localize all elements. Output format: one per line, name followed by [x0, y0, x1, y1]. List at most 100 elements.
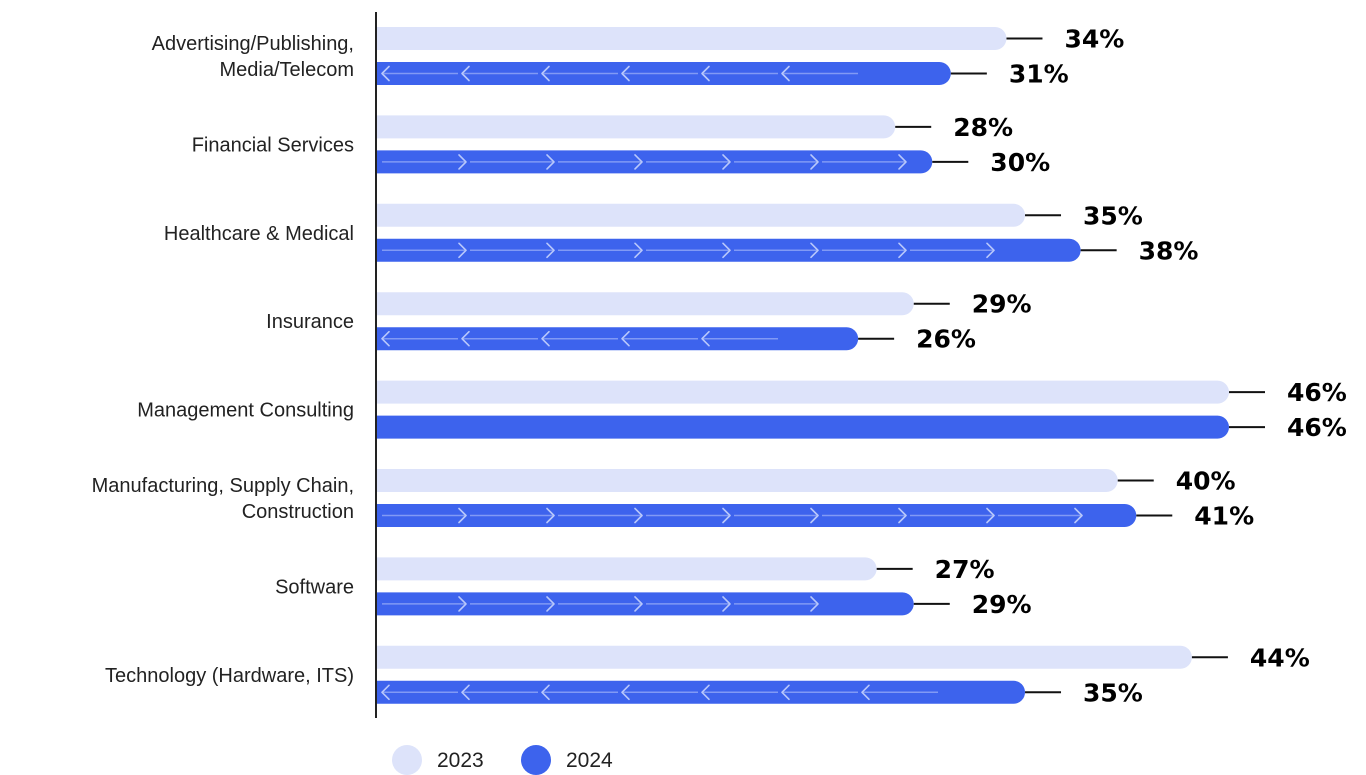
arrow-right-icon — [810, 154, 819, 170]
value-label-2024-0: 31% — [1009, 60, 1069, 89]
category-labels-layer: Advertising/Publishing, Media/Telecom Fina… — [92, 33, 354, 687]
arrow-right-icon — [634, 242, 643, 259]
legend: 2023 2024 — [392, 745, 613, 775]
arrow-left-icon — [381, 330, 390, 347]
arrow-left-icon — [381, 684, 390, 701]
arrow-left-icon — [461, 330, 470, 347]
arrow-right-icon — [458, 507, 467, 524]
value-labels-layer: 34% 31% 28% 30% 35% 38% 29% 26% 46% 46% 40% 41% 27% 2… — [916, 25, 1347, 708]
bar-2024-6 — [376, 592, 914, 616]
category-label-7: Technology (Hardware, ITS) — [105, 665, 354, 687]
arrow-right-icon — [546, 596, 555, 612]
arrow-right-icon — [458, 596, 467, 612]
category-label-0: Advertising/Publishing, Media/Telecom — [152, 33, 354, 81]
arrow-left-icon — [461, 65, 470, 82]
value-label-2024-2: 38% — [1139, 236, 1199, 265]
bars-layer — [376, 27, 1229, 704]
legend-label-2023: 2023 — [437, 749, 484, 772]
value-label-2023-1: 28% — [953, 113, 1013, 142]
category-label-1: Financial Services — [192, 134, 354, 156]
arrow-left-icon — [541, 330, 550, 347]
category-label-line: Advertising/Publishing, — [152, 33, 354, 55]
arrow-right-icon — [898, 154, 907, 170]
bar-2023-4 — [376, 380, 1229, 404]
arrow-right-icon — [458, 242, 467, 259]
category-label-line: Management Consulting — [137, 400, 354, 422]
bar-2023-6 — [376, 557, 877, 581]
bar-2023-1 — [376, 115, 896, 139]
arrow-left-icon — [541, 65, 550, 82]
bar-2024-4 — [376, 415, 1229, 439]
legend-swatch-2024 — [521, 745, 551, 775]
arrow-right-icon — [546, 242, 555, 259]
arrow-right-icon — [810, 242, 819, 259]
arrow-right-icon — [986, 507, 995, 524]
arrow-right-icon — [810, 596, 819, 612]
arrow-left-icon — [781, 65, 790, 82]
bar-2023-5 — [376, 469, 1118, 492]
category-label-line: Healthcare & Medical — [164, 223, 354, 245]
arrow-left-icon — [621, 65, 630, 82]
bar-2023-3 — [376, 292, 914, 316]
arrow-right-icon — [1074, 507, 1083, 524]
trend-arrows-layer — [381, 65, 1083, 701]
arrow-left-icon — [701, 65, 710, 82]
arrow-left-icon — [701, 684, 710, 701]
bar-2023-2 — [376, 203, 1026, 227]
value-label-2024-3: 26% — [916, 325, 976, 354]
arrow-left-icon — [861, 684, 870, 701]
leader-lines-layer — [858, 37, 1265, 694]
category-label-3: Insurance — [266, 311, 354, 333]
category-label-line: Software — [275, 576, 354, 598]
category-label-line: Manufacturing, Supply Chain, — [92, 475, 354, 497]
value-label-2023-4: 46% — [1287, 378, 1347, 407]
arrow-left-icon — [541, 684, 550, 701]
category-label-line: Media/Telecom — [219, 59, 354, 81]
bar-2023-7 — [376, 645, 1192, 669]
arrow-right-icon — [898, 242, 907, 259]
legend-swatch-2023 — [392, 745, 422, 775]
arrow-right-icon — [634, 154, 643, 170]
legend-label-2024: 2024 — [566, 749, 613, 772]
arrow-right-icon — [546, 154, 555, 170]
category-label-line: Insurance — [266, 311, 354, 333]
arrow-left-icon — [701, 330, 710, 347]
category-label-line: Technology (Hardware, ITS) — [105, 665, 354, 687]
bar-2024-7 — [376, 680, 1026, 704]
category-label-line: Financial Services — [192, 134, 354, 156]
arrow-right-icon — [634, 596, 643, 612]
value-label-2023-3: 29% — [972, 290, 1032, 319]
category-label-6: Software — [275, 576, 354, 598]
arrow-right-icon — [458, 154, 467, 170]
category-label-line: Construction — [242, 501, 354, 523]
category-label-4: Management Consulting — [137, 400, 354, 422]
arrow-right-icon — [634, 507, 643, 524]
arrow-left-icon — [381, 65, 390, 82]
arrow-left-icon — [621, 330, 630, 347]
value-label-2023-6: 27% — [935, 555, 995, 584]
value-label-2023-0: 34% — [1064, 25, 1124, 54]
category-label-5: Manufacturing, Supply Chain, Construction — [92, 475, 354, 523]
value-label-2023-5: 40% — [1176, 467, 1236, 496]
arrow-left-icon — [781, 684, 790, 701]
arrow-left-icon — [461, 684, 470, 701]
value-label-2024-1: 30% — [990, 148, 1050, 177]
value-label-2024-5: 41% — [1194, 502, 1254, 531]
arrow-right-icon — [898, 507, 907, 524]
arrow-right-icon — [722, 507, 731, 524]
value-label-2023-7: 44% — [1250, 643, 1310, 672]
value-label-2024-7: 35% — [1083, 678, 1143, 707]
arrow-right-icon — [722, 154, 731, 170]
value-label-2023-2: 35% — [1083, 201, 1143, 230]
bar-2023-0 — [376, 27, 1007, 50]
value-label-2024-4: 46% — [1287, 413, 1347, 442]
arrow-left-icon — [621, 684, 630, 701]
arrow-right-icon — [722, 242, 731, 259]
arrow-right-icon — [810, 507, 819, 524]
arrow-right-icon — [722, 596, 731, 612]
value-label-2024-6: 29% — [972, 590, 1032, 619]
arrow-right-icon — [986, 242, 995, 259]
category-label-2: Healthcare & Medical — [164, 223, 354, 245]
